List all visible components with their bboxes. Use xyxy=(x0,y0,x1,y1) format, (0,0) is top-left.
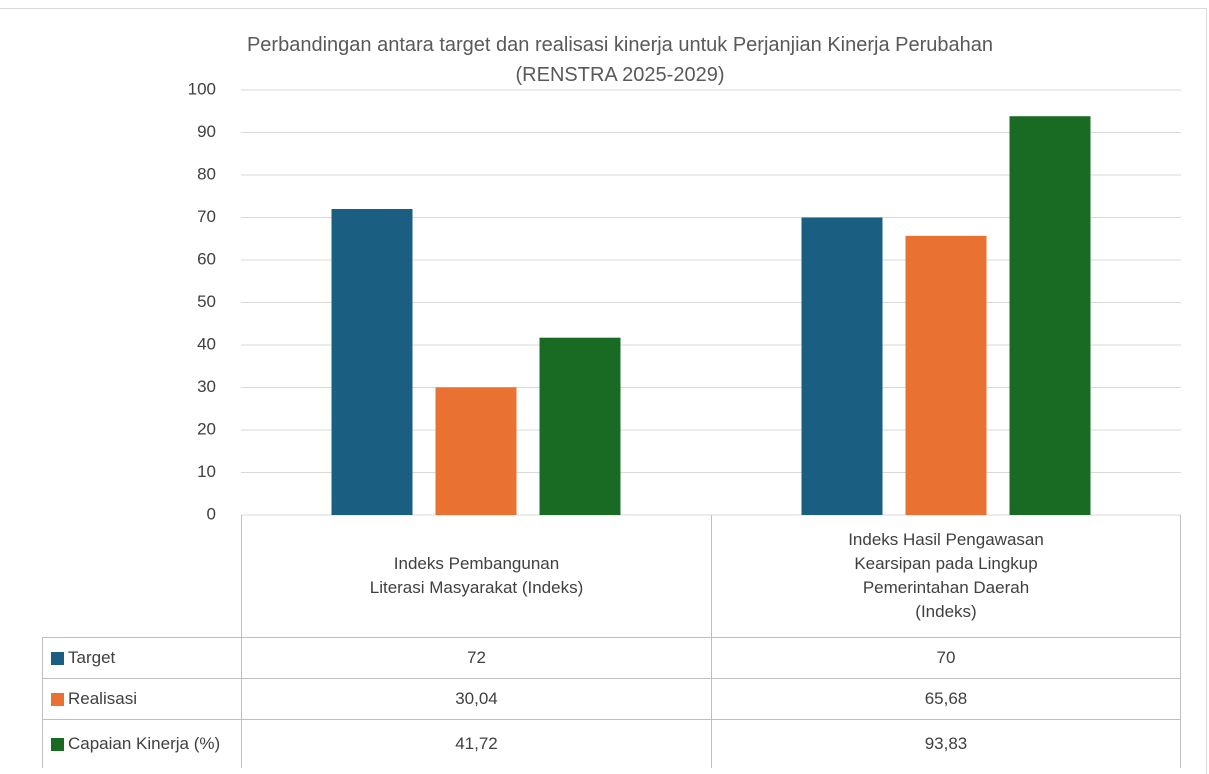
legend-key xyxy=(51,692,64,706)
x-tick-label: Indeks Pembangunan Literasi Masyarakat (… xyxy=(241,515,711,637)
y-tick-label: 80 xyxy=(197,164,216,183)
y-tick-label: 50 xyxy=(197,292,216,311)
y-tick-label: 100 xyxy=(188,79,216,98)
table-value: 72 xyxy=(241,637,711,678)
x-tick-label: Indeks Hasil Pengawasan Kearsipan pada L… xyxy=(711,515,1181,637)
legend-label: Realisasi xyxy=(68,689,137,708)
bar xyxy=(539,337,621,515)
table-value: 41,72 xyxy=(241,719,711,768)
y-tick-label: 70 xyxy=(197,207,216,226)
bar xyxy=(331,209,413,515)
bar xyxy=(801,217,883,515)
table-value: 70 xyxy=(711,637,1181,678)
chart-title: Perbandingan antara target dan realisasi… xyxy=(246,34,994,86)
y-tick-label: 90 xyxy=(197,122,216,141)
table-value: 30,04 xyxy=(241,678,711,719)
bar xyxy=(905,235,987,516)
bar xyxy=(435,387,517,515)
y-tick-label: 10 xyxy=(197,462,216,481)
y-tick-label: 0 xyxy=(207,504,216,523)
legend-entry: Capaian Kinerja (%) xyxy=(42,719,241,768)
legend-key xyxy=(51,737,64,751)
legend-label: Capaian Kinerja (%) xyxy=(68,734,221,753)
legend-entry: Realisasi xyxy=(42,678,241,719)
y-tick-label: 60 xyxy=(197,249,216,268)
bar xyxy=(1009,116,1091,515)
legend-label: Target xyxy=(68,648,116,667)
legend-key xyxy=(51,651,64,665)
y-tick-label: 30 xyxy=(197,377,216,396)
table-value: 93,83 xyxy=(711,719,1181,768)
legend-entry: Target xyxy=(42,637,241,678)
y-tick-label: 20 xyxy=(197,419,216,438)
y-tick-label: 40 xyxy=(197,334,216,353)
table-value: 65,68 xyxy=(711,678,1181,719)
chart-frame xyxy=(0,8,1207,774)
